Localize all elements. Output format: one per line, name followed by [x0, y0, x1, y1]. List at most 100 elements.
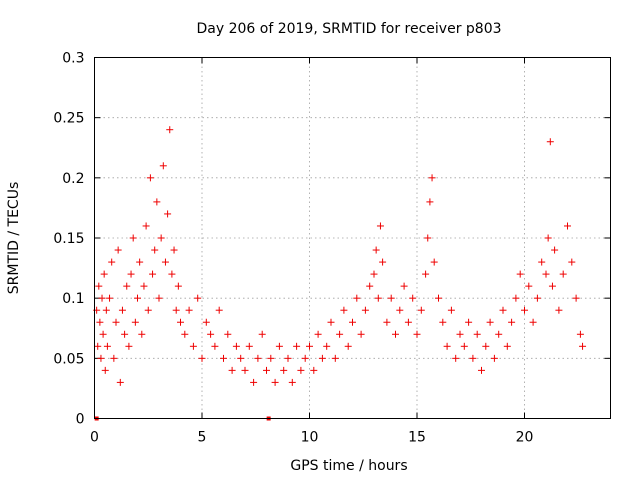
data-point: [465, 318, 473, 326]
data-point: [546, 138, 554, 146]
data-point: [157, 234, 165, 242]
data-point: [318, 354, 326, 362]
data-point: [194, 294, 202, 302]
data-point: [146, 174, 154, 182]
y-tick-label: 0.1: [62, 291, 84, 307]
data-point: [228, 366, 236, 374]
data-point: [102, 306, 110, 314]
data-point: [140, 282, 148, 290]
y-tick-label: 0: [76, 412, 85, 428]
data-point: [211, 342, 219, 350]
data-points: [93, 126, 587, 421]
data-point: [478, 366, 485, 374]
data-point: [456, 330, 464, 338]
data-point: [452, 354, 460, 362]
data-point: [426, 198, 434, 206]
data-point: [245, 342, 253, 350]
data-point: [555, 306, 563, 314]
data-point: [99, 330, 107, 338]
data-point: [379, 258, 387, 266]
data-point: [177, 318, 184, 326]
data-point: [250, 378, 258, 386]
data-point: [275, 342, 283, 350]
data-point: [551, 246, 559, 254]
data-point: [533, 294, 541, 302]
data-point: [435, 294, 442, 302]
data-point: [94, 342, 102, 350]
data-point: [495, 330, 503, 338]
data-point: [538, 258, 546, 266]
data-point: [422, 270, 430, 278]
data-point: [349, 318, 356, 326]
y-tick-label: 0.05: [53, 351, 84, 367]
data-point: [447, 306, 455, 314]
data-point: [280, 366, 288, 374]
data-point: [370, 270, 378, 278]
data-point: [357, 330, 365, 338]
data-point: [376, 222, 384, 230]
chart-title: Day 206 of 2019, SRMTID for receiver p80…: [196, 21, 501, 37]
data-point: [306, 342, 313, 350]
data-point: [134, 294, 141, 302]
data-point: [288, 378, 296, 386]
data-point: [131, 318, 139, 326]
data-point: [95, 282, 103, 290]
data-point: [185, 306, 193, 314]
data-point: [576, 330, 584, 338]
data-point: [417, 306, 425, 314]
data-point: [207, 330, 215, 338]
data-point: [271, 378, 279, 386]
data-point: [114, 246, 122, 254]
data-point: [366, 282, 374, 290]
data-point: [254, 354, 262, 362]
data-point: [396, 306, 404, 314]
x-tick-label: 15: [408, 430, 426, 446]
data-point: [263, 366, 270, 374]
data-point: [232, 342, 240, 350]
data-point: [181, 330, 189, 338]
data-point: [112, 318, 120, 326]
data-point: [189, 342, 197, 350]
data-point: [323, 342, 331, 350]
data-point: [336, 330, 344, 338]
data-point: [469, 354, 477, 362]
data-point: [542, 270, 550, 278]
data-point: [258, 330, 266, 338]
data-point: [220, 354, 227, 362]
data-point: [579, 342, 587, 350]
data-point: [142, 222, 150, 230]
x-tick-label: 10: [301, 430, 319, 446]
y-axis-label: SRMTID / TECUs: [6, 182, 22, 295]
data-point: [430, 258, 438, 266]
data-point: [383, 318, 391, 326]
data-point: [301, 354, 309, 362]
data-point: [202, 318, 210, 326]
data-point: [482, 342, 490, 350]
y-tick-label: 0.15: [53, 231, 84, 247]
data-point: [392, 330, 399, 338]
data-point: [100, 270, 108, 278]
data-point: [428, 174, 436, 182]
y-tick-label: 0.3: [62, 51, 84, 67]
data-point: [460, 342, 468, 350]
data-point: [96, 318, 104, 326]
data-point: [353, 294, 361, 302]
data-point: [215, 306, 223, 314]
data-point: [293, 342, 301, 350]
data-point: [568, 258, 576, 266]
data-point: [508, 318, 516, 326]
data-point: [297, 366, 305, 374]
data-point: [123, 282, 131, 290]
data-point: [138, 330, 146, 338]
grid-lines: [94, 57, 611, 419]
data-point: [548, 282, 556, 290]
data-point: [503, 342, 511, 350]
data-point: [161, 258, 169, 266]
data-point: [443, 342, 451, 350]
data-point: [153, 198, 161, 206]
data-point: [564, 222, 571, 230]
data-point: [344, 342, 352, 350]
data-point: [155, 294, 163, 302]
data-point: [164, 210, 172, 218]
